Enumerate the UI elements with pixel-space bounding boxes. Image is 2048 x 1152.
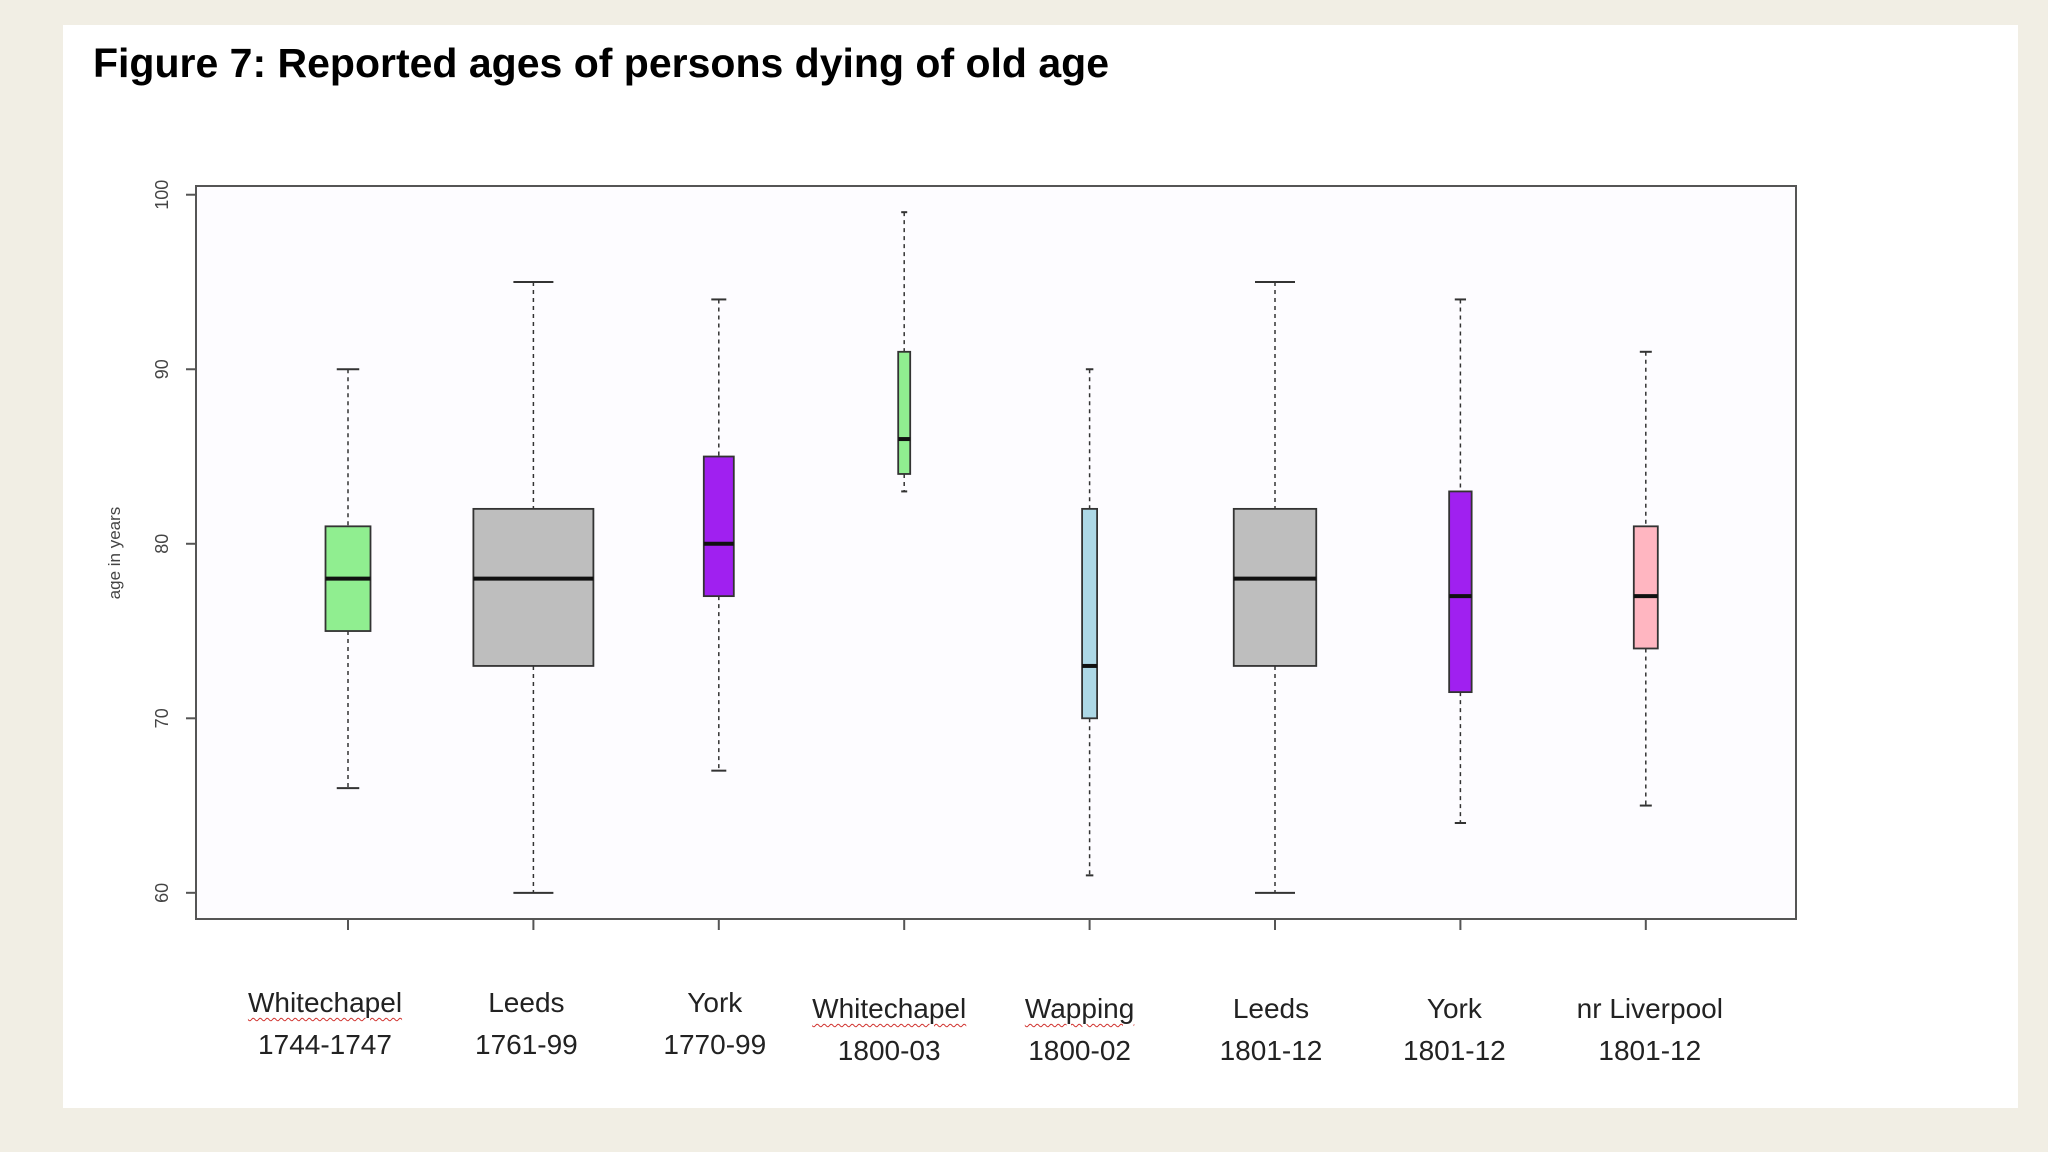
chart-title: Figure 7: Reported ages of persons dying… xyxy=(93,40,1110,86)
y-axis-label: age in years xyxy=(105,507,124,600)
boxes xyxy=(324,211,1659,894)
category-label-line2: 1800-03 xyxy=(837,1035,941,1066)
box-group xyxy=(897,211,912,493)
category-label-line2: 1800-02 xyxy=(1028,1035,1131,1066)
category-label: Whitechapel 1800-03 xyxy=(789,988,989,1072)
box-group xyxy=(324,368,372,790)
category-label-line2: 1801-12 xyxy=(1598,1035,1702,1066)
category-label: Leeds 1761-99 xyxy=(426,982,626,1066)
box xyxy=(1448,490,1473,694)
category-label-line1: Whitechapel xyxy=(247,987,403,1018)
box xyxy=(472,507,595,667)
category-label-line1: nr Liverpool xyxy=(1576,993,1723,1024)
category-label: nr Liverpool 1801-12 xyxy=(1550,988,1750,1072)
category-label: Whitechapel 1744-1747 xyxy=(225,982,425,1066)
category-label-line2: 1744-1747 xyxy=(258,1029,392,1060)
box-group xyxy=(1632,350,1659,807)
box-group xyxy=(1448,298,1473,825)
category-label-line1: Leeds xyxy=(488,987,565,1018)
y-axis: 60 70 80 90 100 xyxy=(152,180,197,903)
box-group xyxy=(1232,280,1318,894)
category-label-line2: 1761-99 xyxy=(475,1029,578,1060)
category-label-line1: Wapping xyxy=(1024,993,1135,1024)
category-label-line2: 1770-99 xyxy=(663,1029,767,1060)
x-axis-ticks xyxy=(347,919,1647,930)
box xyxy=(1632,525,1659,650)
box xyxy=(1232,507,1318,667)
category-label-line1: Whitechapel xyxy=(812,993,967,1024)
box xyxy=(1081,507,1098,720)
category-label: Leeds 1801-12 xyxy=(1171,988,1371,1072)
category-label: Wapping 1800-02 xyxy=(980,988,1180,1072)
category-label: York 1801-12 xyxy=(1354,988,1554,1072)
box-group xyxy=(702,298,735,772)
category-label-line1: Leeds xyxy=(1232,993,1310,1024)
y-tick-label: 100 xyxy=(152,180,172,210)
category-label-line2: 1801-12 xyxy=(1219,1035,1323,1066)
box xyxy=(897,350,912,475)
category-label-line2: 1801-12 xyxy=(1403,1035,1506,1066)
box xyxy=(702,455,735,598)
y-tick-label: 70 xyxy=(152,708,172,728)
category-label-line1: York xyxy=(687,987,743,1018)
category-label: York 1770-99 xyxy=(615,982,815,1066)
box-group xyxy=(1081,368,1098,877)
plot-frame xyxy=(195,185,1797,920)
box-group xyxy=(472,280,595,894)
y-tick-label: 60 xyxy=(152,883,172,903)
y-tick-label: 90 xyxy=(152,359,172,379)
category-label-line1: York xyxy=(1426,993,1482,1024)
y-tick-label: 80 xyxy=(152,534,172,554)
